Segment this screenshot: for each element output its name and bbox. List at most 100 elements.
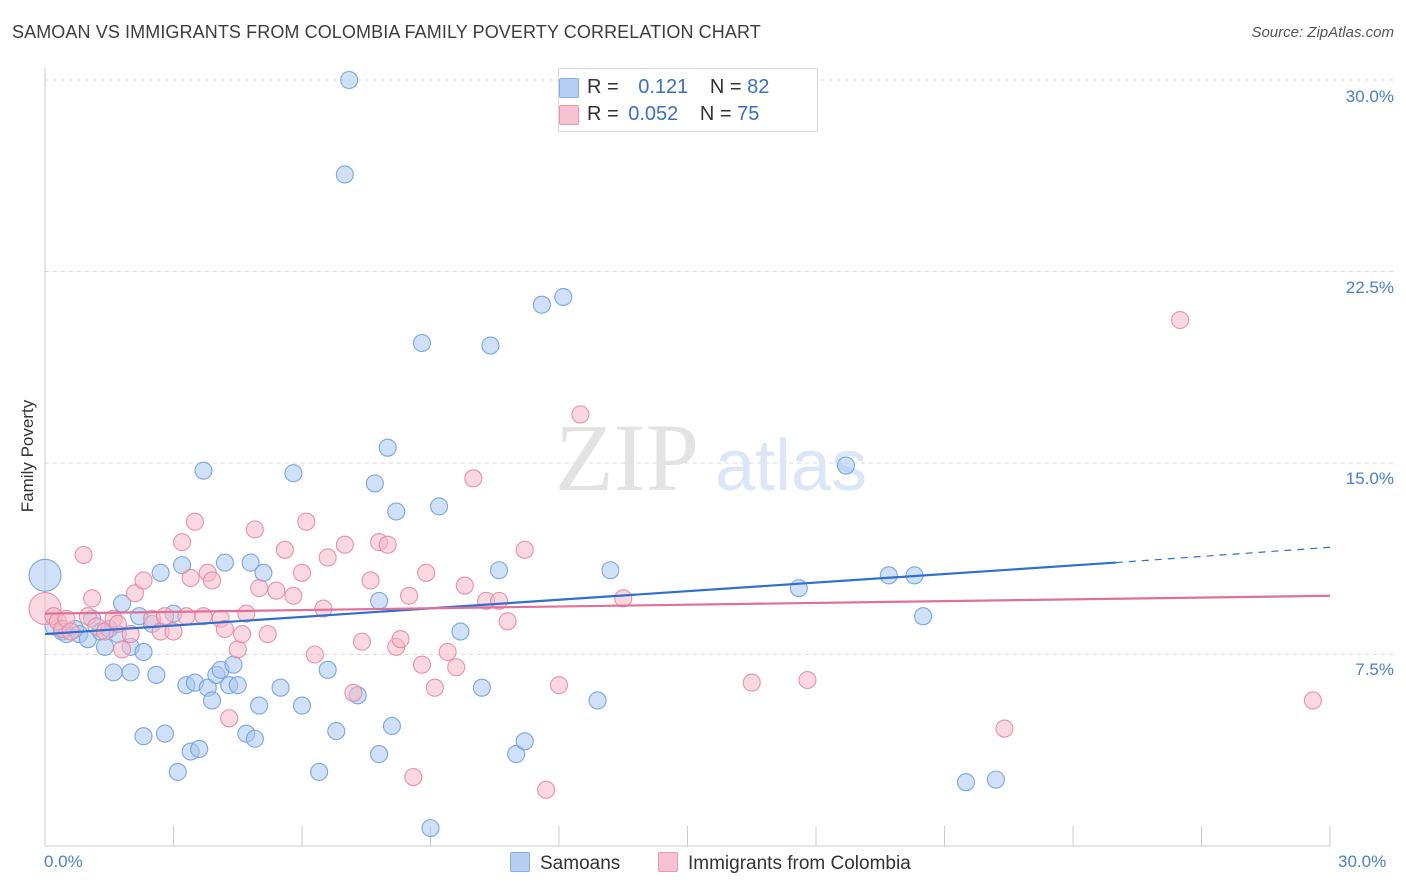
colombia-point [352,632,372,651]
samoan-point [986,770,1005,789]
data-points [28,70,1322,838]
samoan-point [310,762,329,782]
colombia-point [237,604,256,623]
colombia-point [314,599,333,618]
colombia-point [305,645,324,664]
samoan-point [421,819,440,838]
samoan-trend-line [44,561,1116,636]
legend-row-colombia: R = 0.052 N = 75 [559,103,760,127]
samoan-point [370,745,389,764]
colombia-point [173,533,192,552]
samoan-point [387,502,406,521]
colombia-point [220,709,239,728]
samoan-point [284,464,303,483]
colombia-point [498,612,517,631]
colombia-point [245,520,264,539]
colombia-point [164,622,183,641]
legend-swatch-samoans [559,78,579,98]
colombia-point [464,469,483,488]
samoan-point [292,696,312,715]
legend-swatch-colombia [559,105,579,125]
colombia-point [83,589,102,608]
n-label: N = [709,76,742,98]
y-tick-15: 15.0% [1345,469,1394,488]
colombia-point [113,640,132,659]
samoan-point [104,663,123,682]
trend-lines [44,546,1331,636]
samoan-point [335,165,354,184]
samoan-point [134,642,153,661]
samoan-point [507,745,526,764]
colombia-point [292,563,312,582]
colombia-point [74,545,93,564]
samoan-point [203,691,222,710]
samoan-point [95,637,115,656]
samoan-point [489,561,509,580]
samoan-point [382,716,402,736]
colombia-point [258,625,277,644]
colombia-point [1171,310,1190,330]
colombia-point [455,576,474,595]
samoan-point [245,729,264,748]
colombia-point [378,535,397,554]
colombia-point [344,683,363,702]
correlation-legend: R = 0.121 N = 82 R = 0.052 N = 75 [558,68,818,132]
samoan-point [151,563,170,582]
samoan-point [250,696,269,715]
colombia-point [537,780,556,799]
n-label: N = [699,103,732,125]
colombia-point [297,512,316,531]
colombia-point [181,568,200,587]
legend-item-colombia[interactable]: Immigrants from Colombia [658,852,911,875]
chart-title: SAMOAN VS IMMIGRANTS FROM COLOMBIA FAMIL… [12,22,761,42]
samoan-point [121,663,140,682]
legend-item-samoans[interactable]: Samoans [510,852,620,875]
colombia-point [335,535,354,554]
source-label: Source: ZipAtlas.com [1251,24,1394,41]
samoan-point [147,665,166,684]
samoan-point [370,591,389,610]
colombia-point [121,625,140,644]
legend-label: Immigrants from Colombia [688,853,911,874]
colombia-point [134,571,153,590]
colombia-point [995,719,1014,738]
samoan-point [412,333,431,353]
samoan-point [554,287,573,307]
colombia-trend-line [44,594,1331,615]
samoan-point [365,474,384,493]
samoan-point [173,556,192,575]
samoan-point [430,497,449,516]
n-value: 75 [737,103,760,125]
colombia-point [614,589,633,608]
colombia-point [400,586,419,605]
colombia-point [549,676,569,695]
samoan-point [789,579,808,598]
samoan-point [481,336,500,355]
samoan-point [254,563,273,582]
colombia-point [228,640,247,659]
colombia-point [571,405,590,424]
colombia-point [742,673,761,692]
samoan-trend-extension [1115,546,1331,564]
colombia-point [177,607,196,626]
samoan-point [241,553,260,572]
samoan-point [378,438,397,457]
r-label: R = [587,103,619,125]
samoan-point [472,678,491,697]
n-value: 82 [747,76,770,98]
samoan-point [532,295,551,314]
colombia-point [318,548,337,567]
colombia-point [250,579,269,598]
colombia-point [275,540,294,559]
r-value: 0.052 [628,103,679,125]
samoan-point [224,655,243,674]
colombia-point [515,540,534,559]
r-value: 0.121 [638,76,689,98]
r-label: R = [587,76,619,98]
samoan-point [194,461,213,480]
samoan-point [155,724,174,743]
samoan-point [318,660,337,679]
samoan-point [271,678,290,697]
samoan-point [601,561,620,580]
